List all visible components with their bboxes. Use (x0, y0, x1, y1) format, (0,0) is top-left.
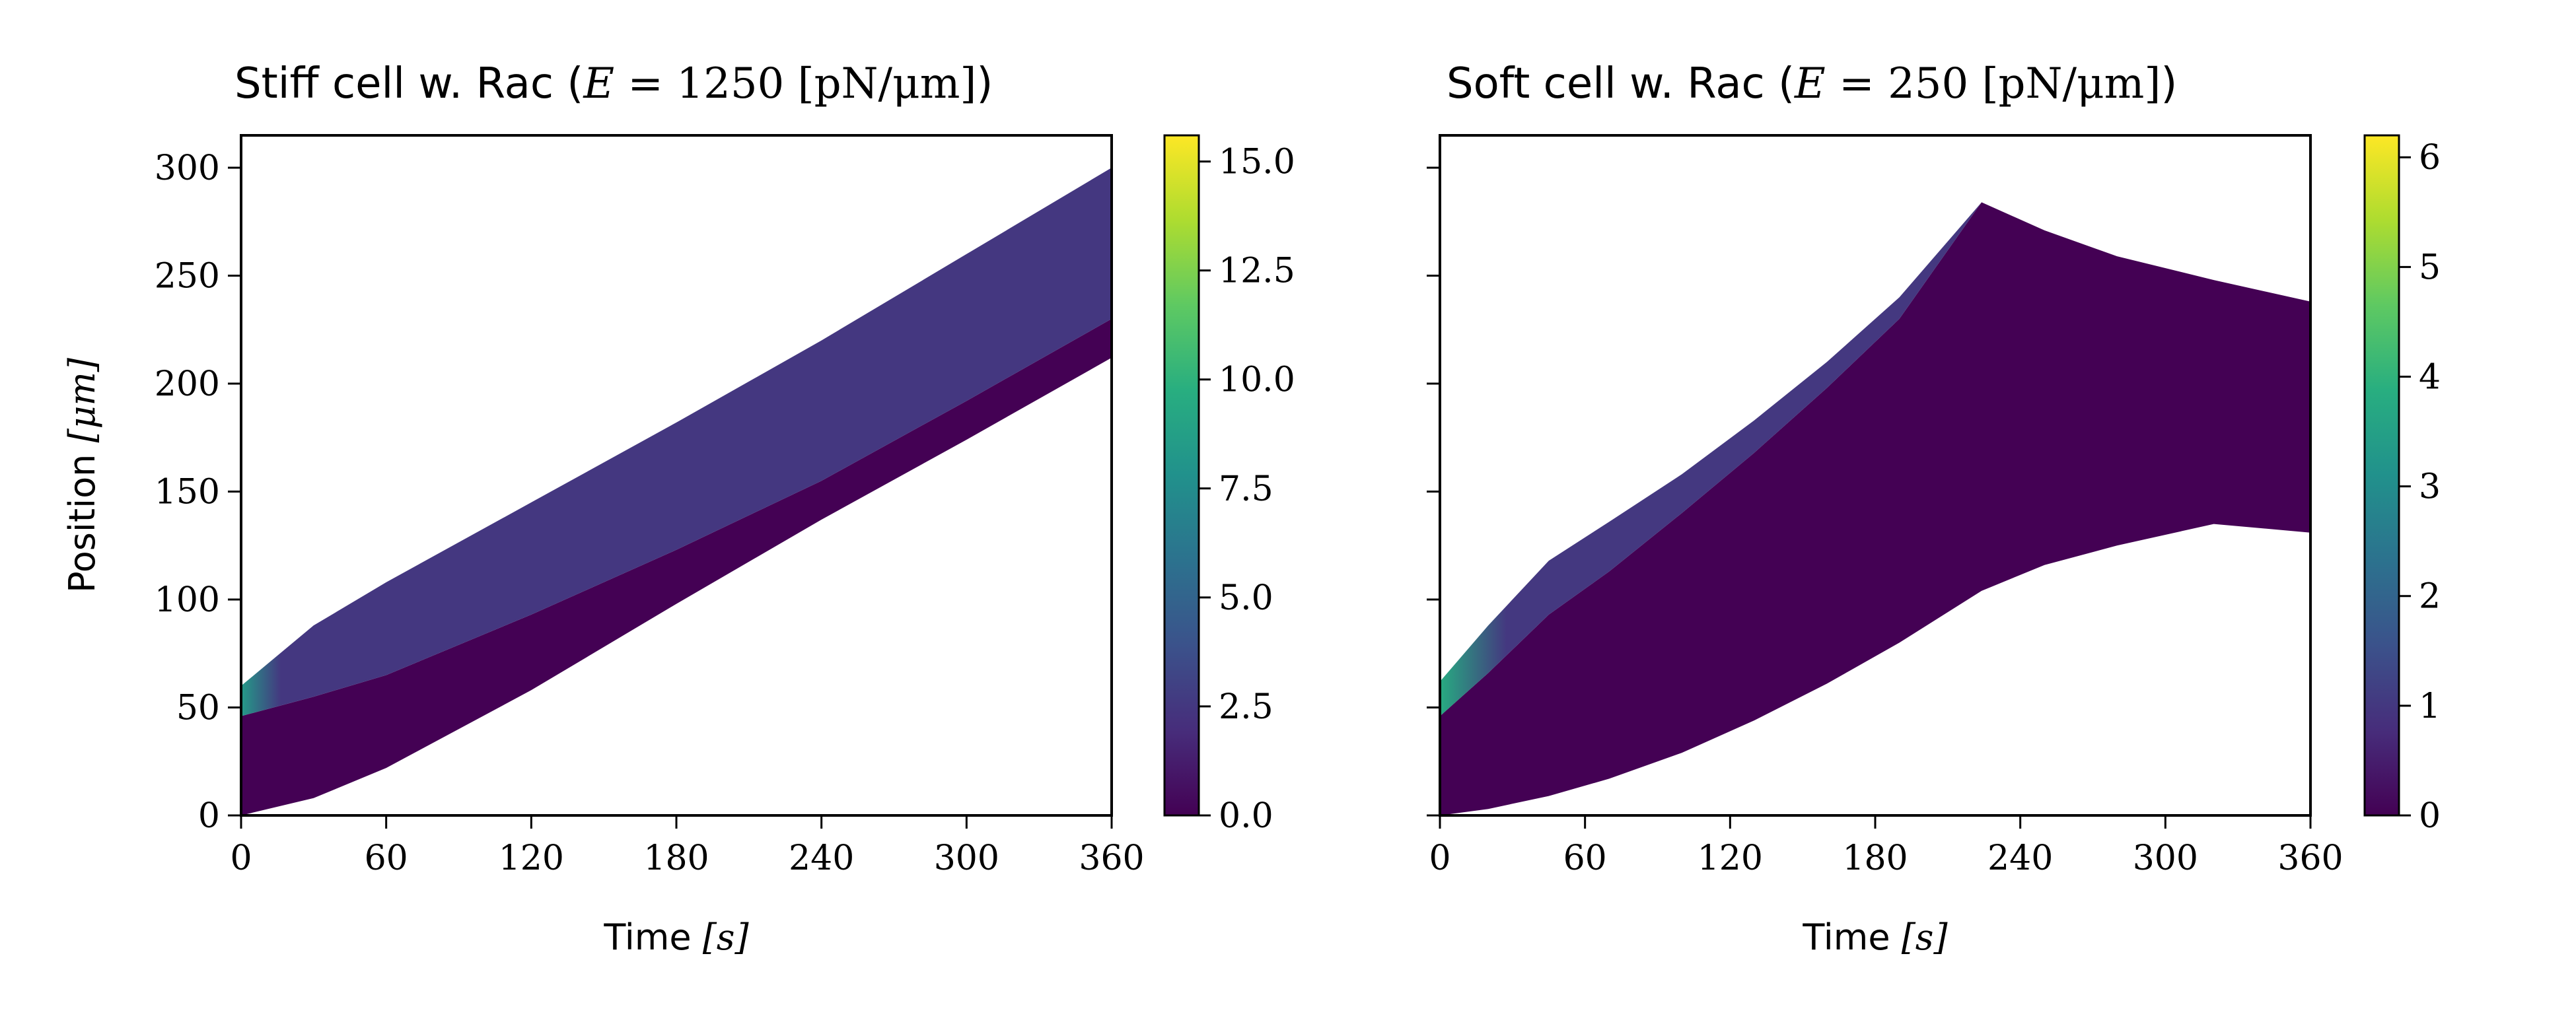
colorbar-tick-label: 4 (2419, 357, 2441, 397)
colorbar-tick-label: 3 (2419, 467, 2441, 507)
colorbar-tick-label: 5 (2419, 248, 2441, 287)
xlabel-stiff: Time [s] (603, 916, 749, 958)
area-cell-body (1440, 202, 2310, 815)
x-tick-label: 300 (934, 839, 999, 878)
x-tick-label: 0 (230, 839, 252, 878)
colorbar-stiff (1163, 134, 1200, 817)
colorbar-ticks-soft: 0 1 2 3 4 5 6 (2399, 138, 2441, 836)
x-tick-label: 240 (789, 839, 854, 878)
colorbar-tick-label: 6 (2419, 138, 2441, 178)
x-tick-label: 180 (643, 839, 709, 878)
colorbar-tick-label: 0.0 (1219, 796, 1273, 836)
area-cell-body (241, 318, 1112, 815)
y-tick-label: 250 (155, 257, 220, 296)
x-tick-label: 60 (365, 839, 408, 878)
x-tick-label: 180 (1842, 839, 1908, 878)
y-tick-label: 100 (155, 580, 220, 620)
colorbar-tick-label: 1 (2419, 687, 2441, 726)
y-tick-label: 300 (155, 149, 220, 188)
colorbar-tick-label: 0 (2419, 796, 2441, 836)
x-tick-label: 0 (1429, 839, 1450, 878)
colorbar-tick-label: 10.0 (1219, 360, 1295, 400)
colorbar-tick-label: 2.5 (1219, 687, 1273, 727)
area-front-region (241, 168, 1112, 716)
y-tick-label: 50 (176, 689, 220, 728)
colorbar-tick-label: 15.0 (1219, 143, 1295, 182)
x-tick-label: 60 (1563, 839, 1607, 878)
colorbar-soft (2363, 134, 2400, 817)
plot-area-stiff (241, 168, 1112, 815)
colorbar-ticks-stiff: 0.0 2.5 5.0 7.5 10.0 12.5 15.0 (1199, 143, 1295, 836)
title-stiff: Stiff cell w. Rac (E = 1250 [pN/μm]) (234, 59, 993, 108)
x-tick-label: 120 (499, 839, 564, 878)
y-ticks-soft (1427, 166, 1440, 817)
subplot-soft: Soft cell w. Rac (E = 250 [pN/μm]) 0 60 12… (1427, 59, 2441, 958)
y-tick-label: 200 (155, 364, 220, 404)
subplot-stiff: Stiff cell w. Rac (E = 1250 [pN/μm]) 0 60… (61, 59, 1295, 958)
y-tick-label: 0 (198, 796, 220, 836)
colorbar-tick-label: 2 (2419, 577, 2441, 617)
colorbar-tick-label: 12.5 (1219, 252, 1295, 291)
x-tick-label: 360 (1079, 839, 1144, 878)
x-tick-label: 240 (1987, 839, 2053, 878)
title-soft: Soft cell w. Rac (E = 250 [pN/μm]) (1447, 59, 2177, 108)
plot-area-soft (1440, 202, 2310, 815)
ylabel-stiff: Position [μm] (61, 357, 103, 593)
x-ticks-soft: 0 60 120 180 240 300 360 (1429, 815, 2343, 878)
y-tick-label: 150 (155, 473, 220, 512)
x-tick-label: 120 (1698, 839, 1763, 878)
x-tick-label: 360 (2277, 839, 2343, 878)
colorbar-tick-label: 5.0 (1219, 578, 1273, 618)
x-tick-label: 300 (2133, 839, 2198, 878)
xlabel-soft: Time [s] (1802, 916, 1948, 958)
colorbar-tick-label: 7.5 (1219, 469, 1273, 509)
y-ticks-stiff: 0 50 100 150 200 250 300 (155, 149, 241, 836)
area-front-region (1440, 202, 1982, 716)
x-ticks-stiff: 0 60 120 180 240 300 360 (230, 815, 1145, 878)
